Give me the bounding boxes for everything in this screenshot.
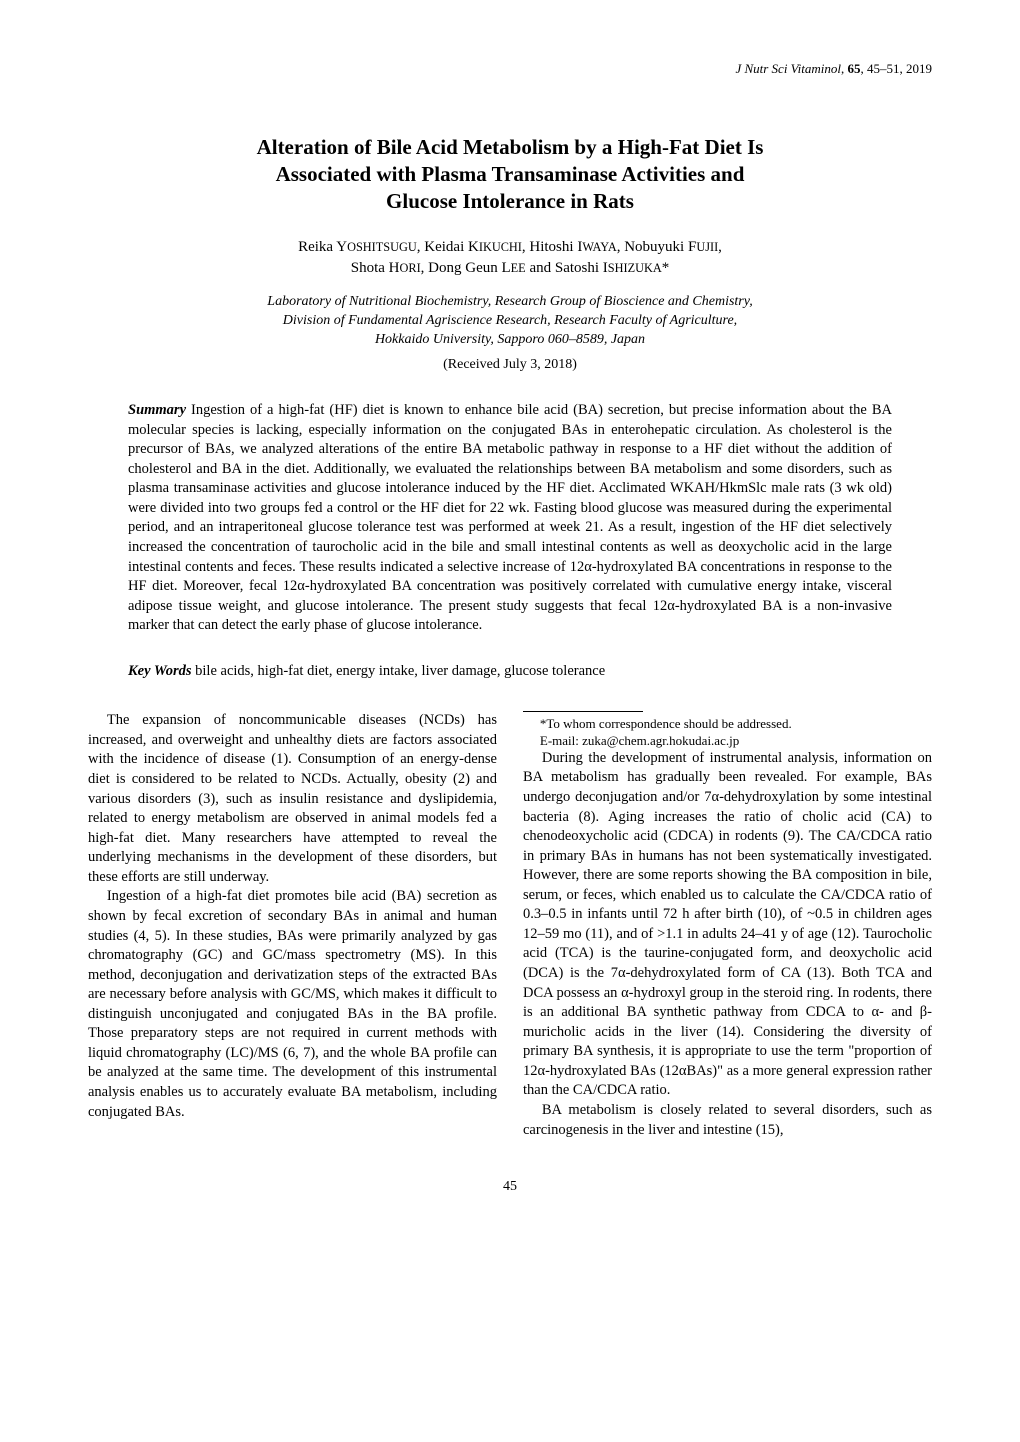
affiliation: Laboratory of Nutritional Biochemistry, …	[88, 293, 932, 350]
author-name-part: ORI	[399, 261, 420, 275]
keywords: Key Words bile acids, high-fat diet, ene…	[128, 662, 892, 682]
author-name-part: Reika Y	[298, 239, 347, 255]
received-date: (Received July 3, 2018)	[88, 356, 932, 375]
abstract-text: Ingestion of a high-fat (HF) diet is kno…	[128, 402, 892, 633]
keywords-text: bile acids, high-fat diet, energy intake…	[192, 663, 606, 679]
author-name-part: IKUCHI	[479, 240, 522, 254]
journal-pages: 45–51	[867, 61, 900, 76]
footnote-block: *To whom correspondence should be addres…	[523, 711, 932, 749]
author-name-part: , Hitoshi I	[522, 239, 582, 255]
page-number: 45	[88, 1178, 932, 1197]
title-line: Associated with Plasma Transaminase Acti…	[276, 162, 745, 186]
author-name-part: , Keidai K	[417, 239, 479, 255]
email-footnote: E-mail: zuka@chem.agr.hokudai.ac.jp	[523, 733, 932, 749]
affiliation-line: Laboratory of Nutritional Biochemistry, …	[267, 294, 752, 309]
keywords-label: Key Words	[128, 663, 192, 679]
body-paragraph: Ingestion of a high-fat diet promotes bi…	[88, 887, 497, 1122]
body-paragraph: BA metabolism is closely related to seve…	[523, 1101, 932, 1140]
author-name-part: UJII	[696, 240, 718, 254]
author-name-part: , Dong Geun L	[421, 260, 511, 276]
journal-header: J Nutr Sci Vitaminol, 65, 45–51, 2019	[88, 60, 932, 78]
author-name-part: ,	[718, 239, 722, 255]
author-name-part: , Nobuyuki F	[617, 239, 697, 255]
affiliation-line: Division of Fundamental Agriscience Rese…	[283, 313, 737, 328]
journal-name: J Nutr Sci Vitaminol	[735, 61, 841, 76]
journal-volume: 65	[848, 61, 861, 76]
author-name-part: and Satoshi I	[526, 260, 608, 276]
body-paragraph: The expansion of noncommunicable disease…	[88, 711, 497, 887]
abstract: Summary Ingestion of a high-fat (HF) die…	[128, 401, 892, 636]
body-paragraph: During the development of instrumental a…	[523, 749, 932, 1101]
correspondence-footnote: *To whom correspondence should be addres…	[523, 716, 932, 732]
author-name-part: OSHITSUGU	[347, 240, 417, 254]
title-line: Glucose Intolerance in Rats	[386, 189, 634, 213]
article-title: Alteration of Bile Acid Metabolism by a …	[88, 134, 932, 216]
authors: Reika YOSHITSUGU, Keidai KIKUCHI, Hitosh…	[88, 237, 932, 279]
abstract-label: Summary	[128, 402, 186, 418]
author-name-part: SHIZUKA	[608, 261, 662, 275]
footnote-rule	[523, 711, 643, 712]
author-name-part: Shota H	[351, 260, 400, 276]
journal-year: 2019	[906, 61, 932, 76]
author-name-part: *	[662, 260, 670, 276]
author-name-part: EE	[511, 261, 526, 275]
body-columns: The expansion of noncommunicable disease…	[88, 711, 932, 1140]
affiliation-line: Hokkaido University, Sapporo 060–8589, J…	[375, 332, 645, 347]
title-line: Alteration of Bile Acid Metabolism by a …	[257, 135, 764, 159]
author-name-part: WAYA	[582, 240, 616, 254]
